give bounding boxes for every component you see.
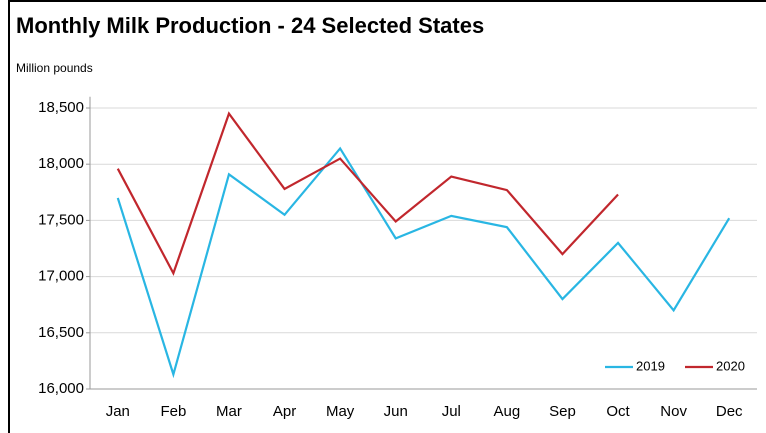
chart-title: Monthly Milk Production - 24 Selected St… bbox=[16, 13, 484, 38]
chart-subtitle: Million pounds bbox=[16, 61, 93, 75]
x-tick-label: May bbox=[326, 403, 355, 420]
x-tick-label: Sep bbox=[549, 403, 576, 420]
x-tick-label: Jul bbox=[442, 403, 461, 420]
x-tick-label: Jan bbox=[106, 403, 130, 420]
x-tick-label: Oct bbox=[606, 403, 630, 420]
x-tick-label: Jun bbox=[384, 403, 408, 420]
y-tick-label: 16,000 bbox=[38, 380, 84, 397]
x-tick-label: Apr bbox=[273, 403, 296, 420]
y-tick-label: 18,500 bbox=[38, 99, 84, 116]
y-tick-label: 17,000 bbox=[38, 268, 84, 285]
series-line bbox=[116, 146, 731, 379]
legend-label: 2020 bbox=[716, 358, 745, 373]
y-tick-label: 16,500 bbox=[38, 324, 84, 341]
x-tick-label: Nov bbox=[660, 403, 687, 420]
series-line bbox=[116, 111, 619, 276]
legend-label: 2019 bbox=[636, 358, 665, 373]
x-tick-label: Dec bbox=[716, 403, 743, 420]
y-tick-label: 17,500 bbox=[38, 211, 84, 228]
x-tick-label: Mar bbox=[216, 403, 242, 420]
y-tick-label: 18,000 bbox=[38, 155, 84, 172]
x-tick-label: Aug bbox=[494, 403, 521, 420]
x-tick-label: Feb bbox=[160, 403, 186, 420]
